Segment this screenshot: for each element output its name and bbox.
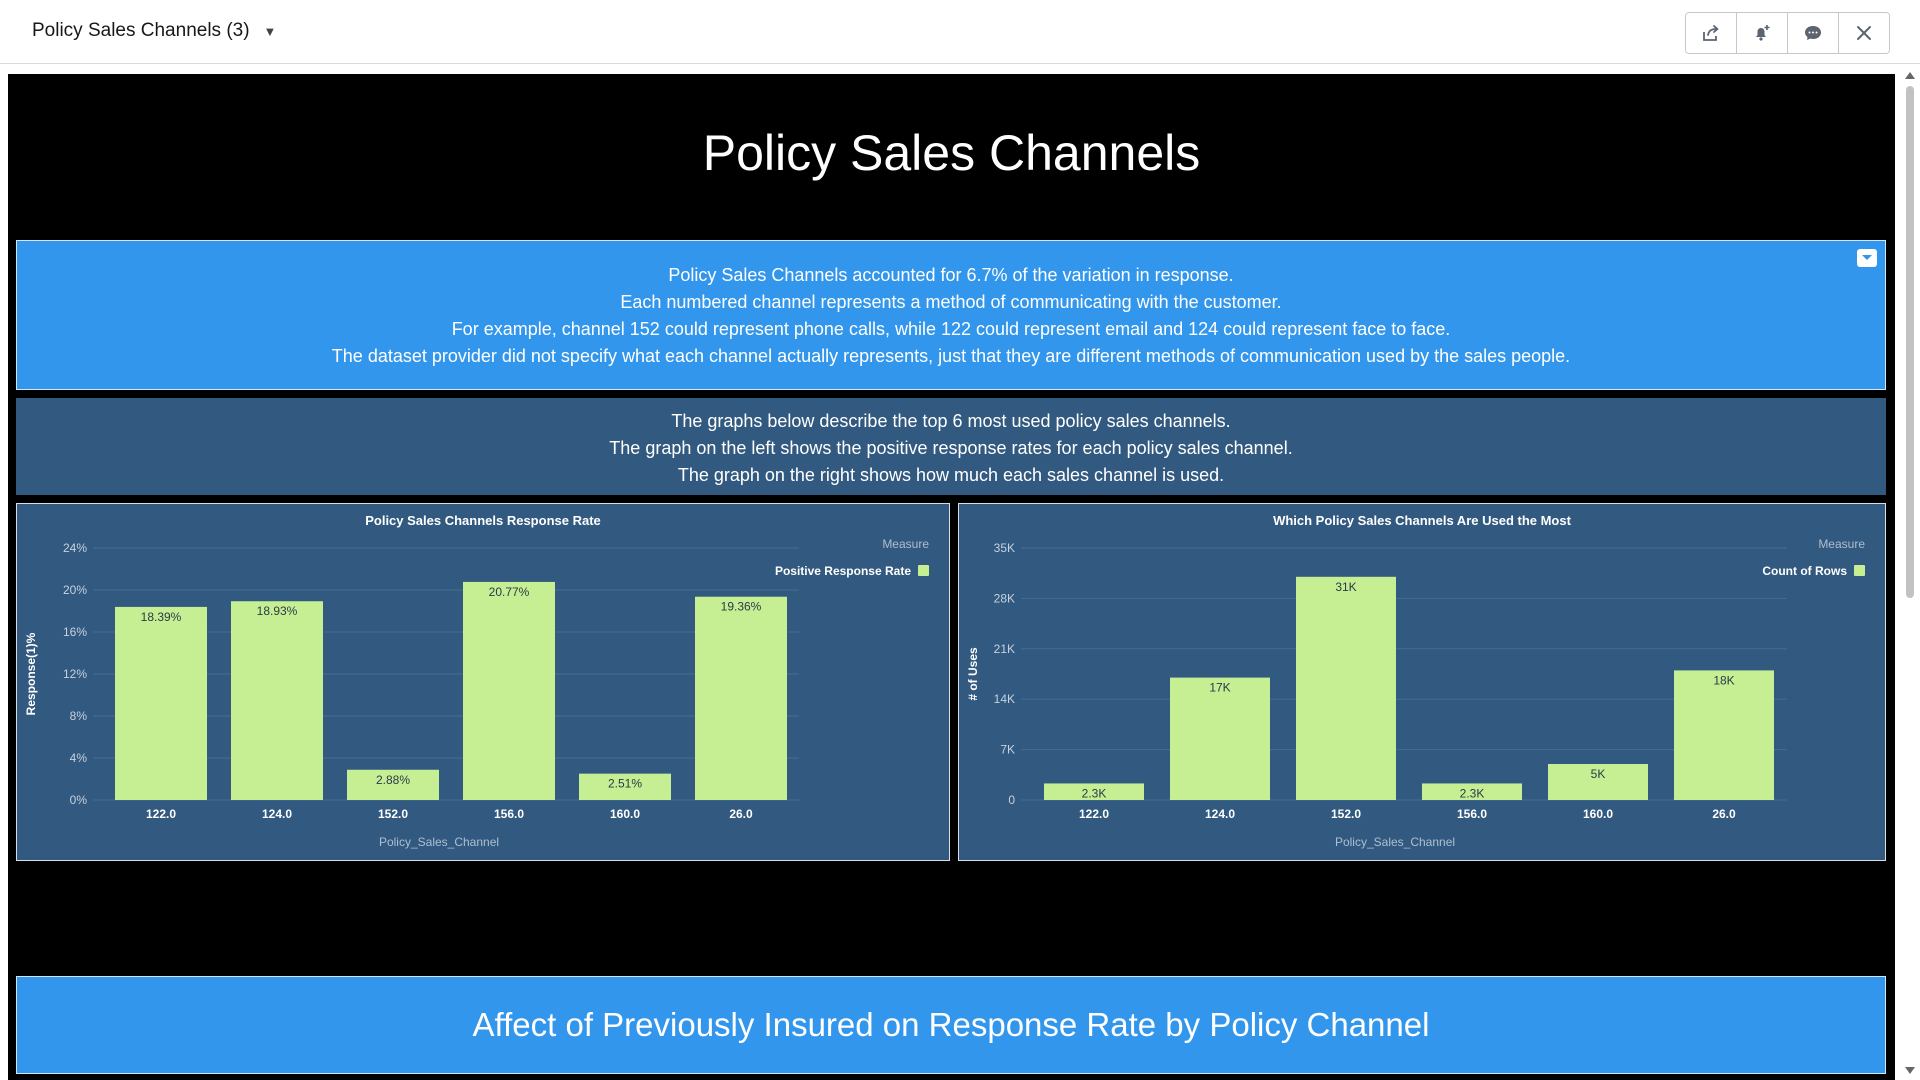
bar xyxy=(463,581,555,800)
x-axis-label: Policy_Sales_Channel xyxy=(379,835,499,849)
usage-count-chart-svg: Which Policy Sales Channels Are Used the… xyxy=(966,513,1865,849)
response-rate-chart[interactable]: Policy Sales Channels Response Rate 0% 4% 8… xyxy=(16,503,950,861)
x-tick-label: 156.0 xyxy=(494,807,524,821)
chart-title: Which Policy Sales Channels Are Used the… xyxy=(1273,513,1572,528)
usage-count-chart[interactable]: Which Policy Sales Channels Are Used the… xyxy=(958,503,1886,861)
x-tick-label: 124.0 xyxy=(262,807,292,821)
comment-icon xyxy=(1805,26,1821,40)
y-tick-label: 35K xyxy=(994,541,1015,555)
bar xyxy=(347,769,439,800)
close-button[interactable] xyxy=(1839,13,1889,53)
x-axis-label: Policy_Sales_Channel xyxy=(1335,835,1455,849)
legend-entry: Positive Response Rate xyxy=(775,564,911,578)
data-label: 18.39% xyxy=(141,610,182,624)
bar xyxy=(579,773,671,800)
data-label: 19.36% xyxy=(721,600,762,614)
x-tick-label: 122.0 xyxy=(146,807,176,821)
x-tick-label: 26.0 xyxy=(1712,807,1736,821)
bar xyxy=(1044,783,1144,800)
info-text-box: Policy Sales Channels accounted for 6.7%… xyxy=(16,240,1886,390)
x-tick-label: 160.0 xyxy=(610,807,640,821)
share-button[interactable] xyxy=(1686,13,1737,53)
bar xyxy=(1296,576,1396,800)
info-line: Policy Sales Channels accounted for 6.7%… xyxy=(668,265,1234,285)
scrollbar-thumb[interactable] xyxy=(1906,86,1914,598)
header-bar: Policy Sales Channels (3) ▼ xyxy=(0,0,1920,64)
legend-entry: Count of Rows xyxy=(1762,564,1847,578)
info-line: For example, channel 152 could represent… xyxy=(451,319,1451,339)
y-tick-label: 12% xyxy=(63,667,87,681)
scroll-down-icon[interactable] xyxy=(1905,1067,1915,1074)
subscribe-button[interactable] xyxy=(1737,13,1788,53)
header-actions xyxy=(1685,12,1890,54)
data-label: 2.3K xyxy=(1460,786,1485,800)
info-line: The dataset provider did not specify wha… xyxy=(331,346,1571,366)
page-title: Policy Sales Channels xyxy=(702,125,1201,181)
y-axis-label: Response(1)% xyxy=(24,632,38,715)
bar xyxy=(695,596,787,800)
chevron-down-icon xyxy=(1862,255,1872,260)
data-label: 2.51% xyxy=(608,777,642,791)
x-tick-label: 152.0 xyxy=(1331,807,1361,821)
legend-swatch xyxy=(1854,565,1865,576)
description-line: The graph on the right shows how much ea… xyxy=(677,465,1225,485)
description-line: The graph on the left shows the positive… xyxy=(609,438,1293,458)
data-label: 18K xyxy=(1713,673,1734,687)
x-tick-label: 122.0 xyxy=(1079,807,1109,821)
chart-title: Policy Sales Channels Response Rate xyxy=(365,513,601,528)
chevron-down-icon[interactable]: ▼ xyxy=(263,23,277,39)
x-tick-label: 160.0 xyxy=(1583,807,1613,821)
vertical-scrollbar[interactable] xyxy=(1900,64,1920,1080)
bar xyxy=(115,606,207,800)
dashboard-tab[interactable]: Policy Sales Channels (3) ▼ xyxy=(32,20,276,42)
x-tick-label: 124.0 xyxy=(1205,807,1235,821)
legend-title: Measure xyxy=(882,537,929,551)
tab-title: Policy Sales Channels (3) xyxy=(32,20,250,41)
data-label: 17K xyxy=(1209,681,1230,695)
y-tick-label: 0 xyxy=(1008,793,1015,807)
legend-title: Measure xyxy=(1818,537,1865,551)
y-tick-label: 24% xyxy=(63,541,87,555)
data-label: 20.77% xyxy=(489,585,530,599)
y-tick-label: 7K xyxy=(1000,743,1015,757)
description-text-box: The graphs below describe the top 6 most… xyxy=(16,398,1886,495)
bar xyxy=(1548,764,1648,800)
y-tick-label: 0% xyxy=(70,793,88,807)
bar xyxy=(1170,677,1270,800)
y-tick-label: 4% xyxy=(70,751,88,765)
close-icon xyxy=(1857,26,1871,40)
info-line: Each numbered channel represents a metho… xyxy=(620,292,1282,312)
data-label: 18.93% xyxy=(257,604,298,618)
dashboard-canvas: Policy Sales Channels Policy Sales Chann… xyxy=(8,74,1895,1080)
x-tick-label: 26.0 xyxy=(729,807,753,821)
data-label: 31K xyxy=(1335,580,1356,594)
bar xyxy=(1674,670,1774,800)
y-axis-label: # of Uses xyxy=(966,647,980,701)
x-tick-label: 152.0 xyxy=(378,807,408,821)
bar xyxy=(231,601,323,800)
response-rate-chart-svg: Policy Sales Channels Response Rate 0% 4% 8… xyxy=(24,513,929,849)
description-line: The graphs below describe the top 6 most… xyxy=(671,411,1231,431)
scroll-up-icon[interactable] xyxy=(1905,72,1915,79)
y-tick-label: 16% xyxy=(63,625,87,639)
legend-swatch xyxy=(918,565,929,576)
bar xyxy=(1422,783,1522,800)
y-tick-label: 14K xyxy=(994,692,1015,706)
widget-menu-button[interactable] xyxy=(1857,249,1877,267)
comment-button[interactable] xyxy=(1788,13,1839,53)
y-tick-label: 20% xyxy=(63,583,87,597)
x-tick-label: 156.0 xyxy=(1457,807,1487,821)
y-tick-label: 21K xyxy=(994,642,1015,656)
data-label: 2.88% xyxy=(376,773,410,787)
bell-plus-icon xyxy=(1756,25,1770,41)
y-tick-label: 8% xyxy=(70,709,88,723)
data-label: 5K xyxy=(1591,767,1606,781)
data-label: 2.3K xyxy=(1082,786,1107,800)
y-tick-label: 28K xyxy=(994,591,1015,605)
share-icon xyxy=(1703,25,1719,41)
section-title: Affect of Previously Insured on Response… xyxy=(16,976,1886,1074)
